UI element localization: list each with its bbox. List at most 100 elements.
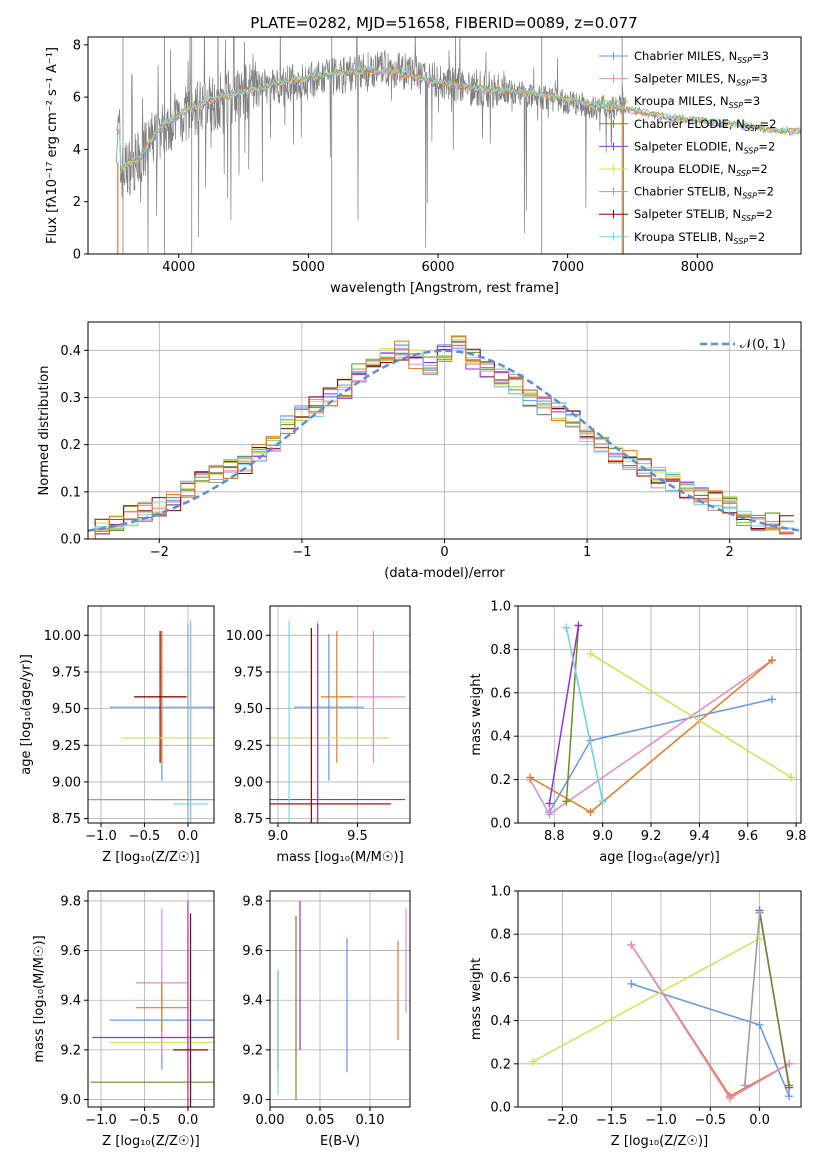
plot-area xyxy=(90,900,214,1107)
x-axis-label: mass [log₁₀(M/M☉)] xyxy=(276,850,403,865)
y-tick-label: 4 xyxy=(73,143,81,158)
y-tick-label: 9.75 xyxy=(234,665,263,680)
x-tick-label: −2.0 xyxy=(547,1113,579,1128)
y-tick-label: 9.0 xyxy=(242,1093,263,1108)
y-axis-label: Flux [fλ10⁻¹⁷ erg cm⁻² s⁻¹ A⁻¹] xyxy=(45,47,60,244)
legend-label: Chabrier MILES, NSSP=3 xyxy=(634,49,769,65)
x-tick-label: 9.0 xyxy=(592,829,613,844)
plot-area xyxy=(528,906,794,1103)
y-tick-label: 0.8 xyxy=(490,643,511,658)
y-tick-label: 8.75 xyxy=(52,812,81,827)
legend-label: Chabrier STELIB, NSSP=2 xyxy=(634,185,774,201)
y-axis-label: age [log₁₀(age/yr)] xyxy=(19,654,34,775)
y-tick-label: 9.6 xyxy=(60,944,81,959)
y-tick-label: 9.2 xyxy=(60,1043,81,1058)
histogram-step-series xyxy=(94,335,794,539)
normal-curve xyxy=(88,349,801,532)
mass-weight-series xyxy=(744,912,761,1086)
y-tick-label: 0.4 xyxy=(60,344,81,359)
y-tick-label: 1.0 xyxy=(490,885,511,900)
x-tick-label: −0.5 xyxy=(129,1113,161,1128)
x-tick-label: 5000 xyxy=(292,260,325,275)
mass-weight-series xyxy=(548,698,773,813)
legend-label: Kroupa MILES, NSSP=3 xyxy=(634,94,760,110)
y-tick-label: 0 xyxy=(73,248,81,263)
panel-spectrum: 4000 5000 6000 7000 8000 0 2 4 6 8 wavelength [Ang… xyxy=(45,36,802,296)
y-tick-label: 0.6 xyxy=(490,971,511,986)
mass-weight-series xyxy=(590,653,792,779)
x-tick-label: 8000 xyxy=(681,260,714,275)
plot-frame xyxy=(517,605,802,824)
x-tick-label: 0.0 xyxy=(178,829,199,844)
mass-weight-series xyxy=(565,627,604,802)
x-tick-label: 0.0 xyxy=(178,1113,199,1128)
y-tick-label: 8.75 xyxy=(234,812,263,827)
plot-area xyxy=(277,900,407,1100)
panel-mass_vs_EBV: 0.00 0.05 0.10 9.0 9.2 9.4 9.6 9.8 E(B-V) xyxy=(242,890,411,1149)
x-tick-label: 0.05 xyxy=(306,1113,335,1128)
x-tick-label: 0 xyxy=(440,545,448,560)
x-tick-label: 9.4 xyxy=(689,829,710,844)
x-tick-label: 1 xyxy=(583,545,591,560)
y-tick-label: 9.50 xyxy=(52,702,81,717)
legend-label: Chabrier ELODIE, NSSP=2 xyxy=(634,117,776,133)
x-axis-label: age [log₁₀(age/yr)] xyxy=(599,850,720,865)
y-tick-label: 2 xyxy=(73,195,81,210)
y-tick-label: 6 xyxy=(73,91,81,106)
legend-label: Salpeter ELODIE, NSSP=2 xyxy=(634,139,775,155)
plot-frame xyxy=(87,36,802,255)
legend-label: Kroupa STELIB, NSSP=2 xyxy=(634,230,765,246)
x-tick-label: 0.10 xyxy=(356,1113,385,1128)
plot-frame xyxy=(87,321,802,540)
y-tick-label: 9.2 xyxy=(242,1043,263,1058)
x-tick-label: 9.8 xyxy=(786,829,807,844)
x-tick-label: −1.0 xyxy=(85,829,117,844)
x-axis-label: (data-model)/error xyxy=(384,566,505,581)
spectrum-model-line xyxy=(116,65,801,170)
plot-frame xyxy=(517,890,802,1108)
y-tick-label: 0.0 xyxy=(490,1101,511,1116)
x-tick-label: 0.00 xyxy=(256,1113,285,1128)
legend-label: Salpeter STELIB, NSSP=2 xyxy=(634,207,773,223)
legend-label: Kroupa ELODIE, NSSP=2 xyxy=(634,162,768,178)
y-tick-label: 9.8 xyxy=(242,894,263,909)
panel-age_vs_Z: −1.0 −0.5 0.0 8.75 9.00 9.25 9.50 9.75 10.00 Z [l… xyxy=(19,605,215,865)
x-axis-label: wavelength [Angstrom, rest frame] xyxy=(330,281,559,296)
mass-weight-series xyxy=(758,912,790,1086)
y-tick-label: 9.25 xyxy=(52,739,81,754)
y-tick-label: 9.0 xyxy=(60,1093,81,1108)
x-axis-label: Z [log₁₀(Z/Z☉)] xyxy=(611,1134,708,1149)
y-tick-label: 0.4 xyxy=(490,730,511,745)
y-tick-label: 0.2 xyxy=(490,773,511,788)
y-axis-label: Normed distribution xyxy=(37,366,52,496)
y-tick-label: 9.00 xyxy=(234,775,263,790)
x-tick-label: −1.0 xyxy=(645,1113,677,1128)
x-tick-label: −1.5 xyxy=(596,1113,628,1128)
spectrum-data-line xyxy=(116,37,627,254)
x-tick-label: 8.8 xyxy=(544,829,565,844)
spectrum-model-line xyxy=(116,65,801,172)
x-tick-label: 7000 xyxy=(551,260,584,275)
x-tick-label: 0.0 xyxy=(749,1113,770,1128)
panel-age_vs_mass: 9.0 9.5 8.75 9.00 9.25 9.50 9.75 10.00 mass [log… xyxy=(226,605,411,865)
mass-weight-series xyxy=(548,625,580,804)
panel-mass_weight_vs_Z: −2.0 −1.5 −1.0 −0.5 0.0 0.0 0.2 0.4 0.6 0.8 1.0 Z [… xyxy=(469,885,802,1149)
y-tick-label: 0.0 xyxy=(490,817,511,832)
panel-mass_weight_vs_age: 8.8 9.0 9.2 9.4 9.6 9.8 0.0 0.2 0.4 0.6 0.8 1.0 age … xyxy=(469,600,807,866)
plot-frame xyxy=(87,605,215,824)
y-axis-label: mass weight xyxy=(469,958,484,1040)
y-tick-label: 10.00 xyxy=(44,629,81,644)
y-tick-label: 9.75 xyxy=(52,665,81,680)
plot-area xyxy=(88,620,214,823)
x-tick-label: 9.6 xyxy=(737,829,758,844)
y-tick-label: 0.6 xyxy=(490,686,511,701)
x-tick-label: −1 xyxy=(292,545,311,560)
plot-area xyxy=(270,620,406,823)
figure-title: PLATE=0282, MJD=51658, FIBERID=0089, z=0… xyxy=(250,14,637,32)
mass-weight-series xyxy=(565,625,580,802)
x-tick-label: −0.5 xyxy=(694,1113,726,1128)
y-tick-label: 0.0 xyxy=(60,533,81,548)
y-axis-label: mass [log₁₀(M/M☉)] xyxy=(32,935,47,1062)
x-axis-label: Z [log₁₀(Z/Z☉)] xyxy=(102,1134,199,1149)
